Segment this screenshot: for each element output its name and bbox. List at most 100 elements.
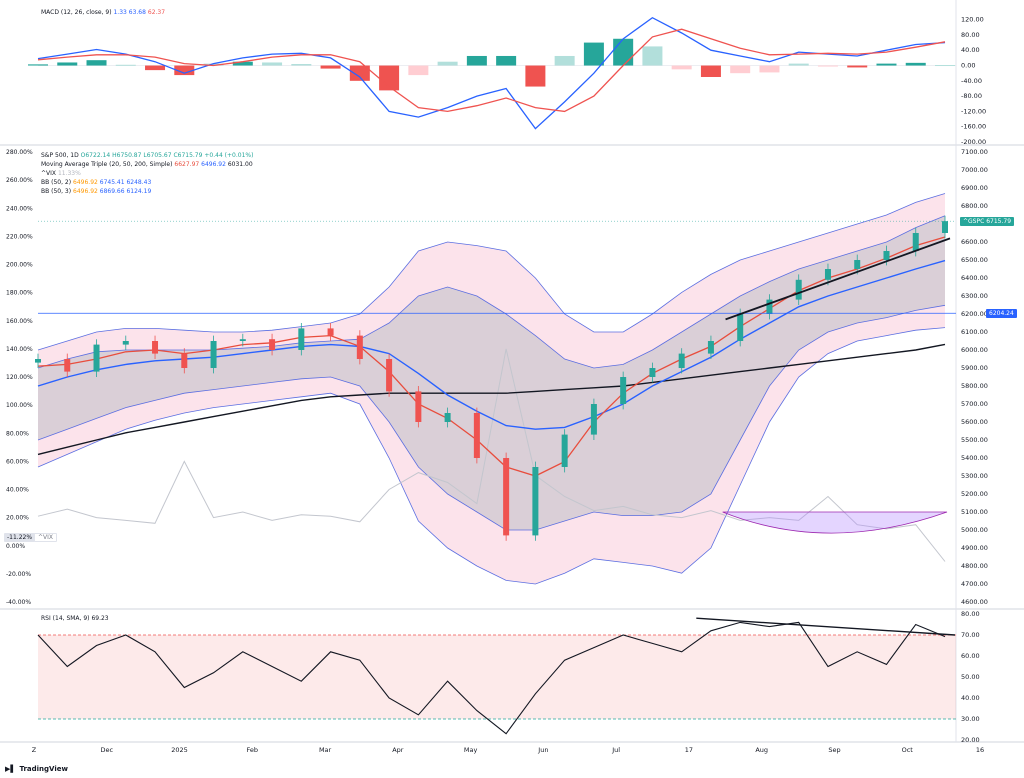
pct-tick-16: -40.00% [6, 599, 31, 606]
tv-logo-text: TradingView [19, 765, 68, 773]
pct-tick-13: 20.00% [6, 515, 29, 522]
candle-body [854, 260, 861, 269]
macd-line-0 [37, 16, 946, 130]
pct-tick-0: 280.00% [6, 149, 33, 156]
candle-body [883, 251, 890, 260]
bb-line-0 [37, 193, 946, 351]
rsi-tick-1: 70.00 [961, 631, 980, 639]
price-tick-15: 5600.00 [961, 418, 988, 426]
price-tick-17: 5400.00 [961, 454, 988, 462]
macd-hist-bar [788, 63, 809, 66]
macd-hist-bar [115, 64, 136, 66]
macd-hist-bar [935, 65, 955, 67]
macd-hist-bar [320, 65, 341, 69]
candle-body [590, 404, 597, 435]
candle-body [795, 279, 802, 300]
price-tick-7: 6400.00 [961, 274, 988, 282]
level-badge: 6204.24 [986, 309, 1017, 318]
rsi-tick-2: 60.00 [961, 652, 980, 660]
candle-body [64, 359, 71, 372]
xaxis-tick-0: Z [32, 746, 37, 754]
sp-legend-name: S&P 500, 1D [41, 152, 79, 159]
sma20-line [37, 236, 946, 477]
candle-body [620, 377, 627, 404]
tradingview-logo[interactable]: ▶▌ TradingView [5, 765, 68, 773]
bb1-legend-upper: 6745.41 [99, 179, 125, 186]
price-tick-2: 6900.00 [961, 184, 988, 192]
pct-tick-15: -20.00% [6, 571, 31, 578]
macd-hist-bar [817, 65, 838, 67]
candle-body [210, 341, 217, 368]
price-tick-14: 5700.00 [961, 400, 988, 408]
pct-tick-14: 0.00% [6, 543, 25, 550]
macd-legend-hist: 1.33 [113, 9, 127, 16]
candle-body [532, 467, 539, 536]
macd-hist-bar [437, 61, 458, 66]
bb-line-1 [37, 215, 946, 369]
vix-name-badge: ^VIX [34, 533, 58, 542]
rsi-tick-6: 20.00 [961, 736, 980, 744]
price-tick-24: 4700.00 [961, 580, 988, 588]
price-badge-symbol: ^GSPC [963, 218, 985, 225]
price-tick-21: 5000.00 [961, 526, 988, 534]
xaxis-tick-4: Mar [319, 746, 332, 754]
price-tick-8: 6300.00 [961, 292, 988, 300]
xaxis-tick-9: 17 [685, 746, 693, 754]
bb1-legend-lower: 6248.43 [126, 179, 152, 186]
bb1-legend-basis: 6496.92 [73, 179, 98, 186]
macd-hist-bar [554, 55, 575, 66]
rsi-tick-0: 80.00 [961, 610, 980, 618]
price-tick-16: 5500.00 [961, 436, 988, 444]
bb2-legend-basis: 6496.92 [73, 188, 98, 195]
macd-legend-name: MACD (12, 26, close, 9) [41, 9, 112, 16]
candle-body [239, 339, 246, 341]
price-tick-9: 6200.00 [961, 310, 988, 318]
price-tick-23: 4800.00 [961, 562, 988, 570]
price-tick-25: 4600.00 [961, 598, 988, 606]
macd-hist-bar [291, 64, 312, 66]
macd-tick-5: -80.00 [961, 92, 982, 100]
candle-body [152, 341, 159, 354]
vix-line [37, 348, 946, 562]
macd-hist-bar [496, 55, 517, 66]
xaxis-tick-12: Oct [902, 746, 914, 754]
xaxis-tick-2: 2025 [171, 746, 188, 754]
candle-body [824, 269, 831, 280]
candle-body [35, 359, 41, 363]
candle-body [503, 458, 510, 536]
vix-legend: ^VIX 11.33% [41, 170, 81, 178]
bb2-legend-upper: 6869.66 [99, 188, 125, 195]
macd-hist-bar [583, 42, 604, 66]
candle-body [386, 359, 393, 392]
macd-legend-macd: 63.68 [128, 9, 146, 16]
macd-hist-bar [57, 62, 78, 66]
pct-tick-5: 180.00% [6, 290, 33, 297]
vix-legend-name: ^VIX [41, 170, 57, 177]
pct-tick-12: 40.00% [6, 487, 29, 494]
xaxis-tick-10: Aug [755, 746, 768, 754]
trendline [725, 237, 951, 321]
candle-body [181, 353, 188, 368]
xaxis-tick-7: Jun [537, 746, 548, 754]
ma-legend-name: Moving Average Triple (20, 50, 200, Simp… [41, 161, 173, 168]
price-tick-3: 6800.00 [961, 202, 988, 210]
macd-hist-bar [262, 62, 283, 66]
candle-body [356, 335, 363, 359]
macd-hist-bar [642, 46, 663, 66]
price-tick-10: 6100.00 [961, 328, 988, 336]
rsi-line [37, 621, 946, 735]
bb1-legend-name: BB (50, 2) [41, 179, 72, 186]
macd-tick-6: -120.00 [961, 107, 986, 115]
rsi-legend: RSI (14, SMA, 9) 69.23 [41, 615, 109, 623]
pct-tick-6: 160.00% [6, 318, 33, 325]
xaxis-tick-6: May [464, 746, 478, 754]
xaxis-tick-5: Apr [392, 746, 404, 754]
tv-logo-icon: ▶▌ [5, 765, 16, 773]
macd-hist-bar [349, 65, 370, 81]
bb-line-3 [37, 327, 946, 585]
macd-hist-bar [174, 65, 195, 76]
price-tick-5: 6600.00 [961, 238, 988, 246]
price-tick-20: 5100.00 [961, 508, 988, 516]
candle-body [298, 328, 305, 350]
